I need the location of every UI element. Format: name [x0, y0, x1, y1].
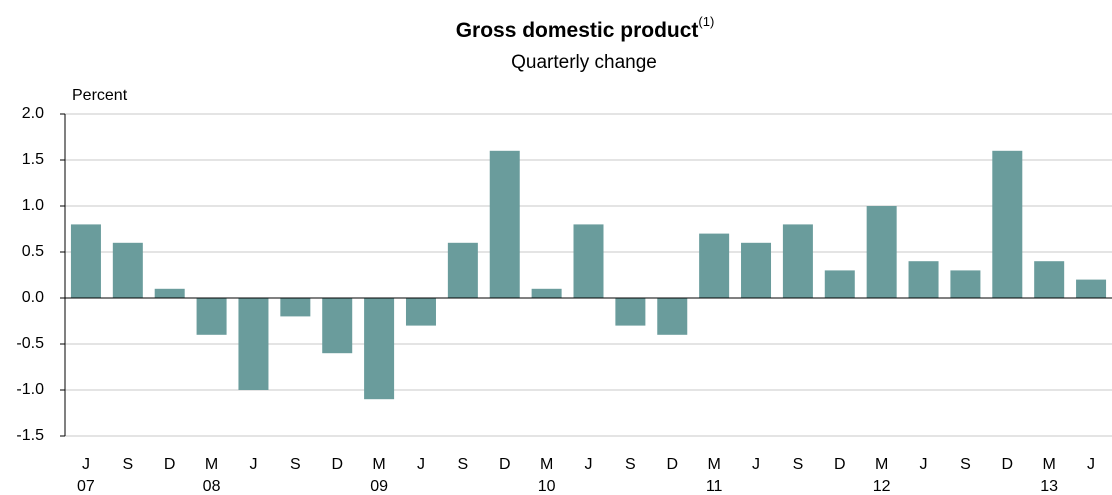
bar	[447, 242, 478, 298]
x-tick-label: D	[666, 456, 678, 473]
bar	[364, 298, 395, 400]
bar	[238, 298, 269, 390]
x-tick-label: J	[417, 456, 425, 473]
x-year-label: 07	[77, 478, 95, 495]
y-tick-label: 2.0	[22, 105, 44, 122]
bar	[1076, 279, 1107, 298]
bar	[489, 150, 520, 298]
x-year-label: 11	[706, 478, 723, 495]
bar	[405, 298, 436, 326]
x-year-label: 12	[873, 478, 891, 495]
chart-title: Gross domestic product(1)	[456, 14, 715, 41]
bar	[573, 224, 604, 298]
x-tick-label: D	[1002, 456, 1014, 473]
x-tick-label: D	[331, 456, 343, 473]
bar	[782, 224, 813, 298]
bar	[657, 298, 688, 335]
x-tick-label: D	[164, 456, 176, 473]
x-tick-label: J	[249, 456, 257, 473]
x-tick-label: J	[920, 456, 928, 473]
bar	[1034, 261, 1065, 298]
x-tick-label: M	[372, 456, 385, 473]
x-tick-label: J	[752, 456, 760, 473]
x-tick-label: M	[707, 456, 720, 473]
x-tick-label: S	[458, 456, 469, 473]
x-tick-label: S	[793, 456, 804, 473]
bar	[866, 206, 897, 298]
x-tick-label: M	[875, 456, 888, 473]
bar	[280, 298, 311, 317]
chart-subtitle: Quarterly change	[511, 52, 657, 73]
x-year-label: 10	[538, 478, 556, 495]
bar	[112, 242, 143, 298]
bar	[154, 288, 185, 298]
x-year-label: 09	[370, 478, 388, 495]
bar	[322, 298, 353, 354]
x-tick-label: J	[82, 456, 90, 473]
y-tick-label: 0.0	[22, 289, 44, 306]
x-year-label: 13	[1040, 478, 1058, 495]
bar	[741, 242, 772, 298]
y-tick-label: -0.5	[16, 335, 44, 352]
bar	[699, 233, 730, 298]
bar	[908, 261, 939, 298]
x-year-label: 08	[203, 478, 221, 495]
y-tick-label: 1.5	[22, 151, 44, 168]
x-tick-label: S	[122, 456, 133, 473]
x-tick-label: S	[960, 456, 971, 473]
x-tick-label: S	[290, 456, 301, 473]
y-tick-label: -1.5	[16, 427, 44, 444]
y-tick-label: 0.5	[22, 243, 44, 260]
bar	[615, 298, 646, 326]
y-axis-label: Percent	[72, 87, 128, 104]
x-tick-label: M	[1043, 456, 1056, 473]
title-text: Gross domestic product	[456, 19, 699, 42]
bar	[531, 288, 562, 298]
x-tick-label: D	[834, 456, 846, 473]
x-tick-label: M	[205, 456, 218, 473]
x-tick-label: J	[585, 456, 593, 473]
bar	[824, 270, 855, 298]
x-tick-label: D	[499, 456, 511, 473]
y-tick-label: 1.0	[22, 197, 44, 214]
x-tick-label: S	[625, 456, 636, 473]
title-note: (1)	[698, 14, 714, 29]
bar	[196, 298, 227, 335]
y-tick-label: -1.0	[16, 381, 44, 398]
x-tick-label: J	[1087, 456, 1095, 473]
bar	[950, 270, 981, 298]
bar	[70, 224, 101, 298]
x-tick-label: M	[540, 456, 553, 473]
bar	[992, 150, 1023, 298]
